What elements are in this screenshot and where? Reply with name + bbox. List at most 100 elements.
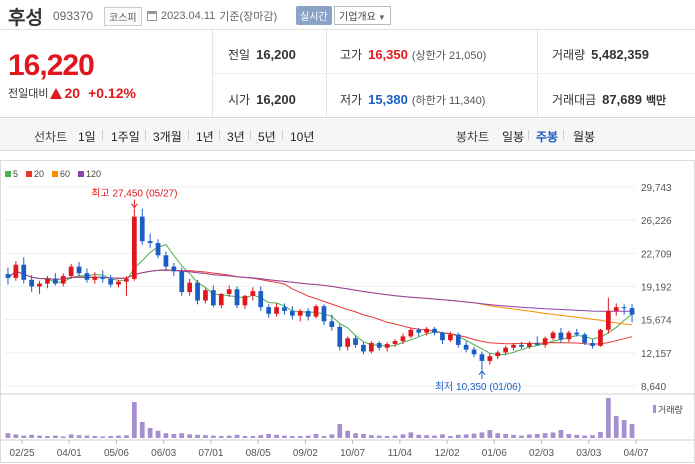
- volume-bar: [171, 434, 177, 438]
- candle-body: [289, 310, 295, 316]
- volume-bar: [526, 434, 532, 438]
- low-annotation: 최저 10,350 (01/06): [435, 381, 521, 393]
- candle-body: [68, 266, 74, 277]
- volume-bar: [203, 435, 208, 438]
- period-3y[interactable]: 3년: [227, 130, 245, 144]
- candle-body: [282, 307, 287, 311]
- volume-bar: [605, 398, 611, 438]
- volume-bar: [376, 435, 382, 438]
- volume-bar: [384, 436, 390, 438]
- volume-bar: [550, 432, 556, 438]
- volume-bar: [68, 434, 74, 438]
- candle-body: [629, 308, 635, 315]
- divider: [537, 30, 538, 118]
- candle-body: [392, 341, 398, 344]
- candle-body: [471, 349, 477, 355]
- volume-bar: [139, 422, 145, 438]
- candle-weekly[interactable]: 주봉: [536, 130, 559, 144]
- period-1w[interactable]: 1주일: [111, 130, 140, 144]
- volume-bar: [131, 402, 137, 438]
- market-badge: 코스피: [104, 7, 142, 26]
- period-1y[interactable]: 1년: [196, 130, 214, 144]
- candle-body: [408, 329, 414, 337]
- volume-bar: [218, 436, 224, 438]
- volume-bar: [321, 436, 327, 438]
- period-3m[interactable]: 3개월: [153, 130, 182, 144]
- volume-bar: [503, 434, 509, 438]
- candle-body: [313, 306, 319, 317]
- candle-body: [621, 307, 627, 309]
- volume-bar: [487, 430, 493, 438]
- candle-body: [234, 289, 240, 306]
- candle-monthly[interactable]: 월봉: [573, 130, 596, 144]
- period-10y[interactable]: 10년: [290, 130, 315, 144]
- separator: [145, 130, 146, 140]
- candle-body: [376, 342, 382, 348]
- legend-ma120: 120: [78, 169, 101, 179]
- volume-bar: [242, 436, 248, 438]
- volume-bar: [534, 434, 540, 438]
- volume-bar: [226, 435, 232, 438]
- candle-body: [511, 344, 516, 348]
- period-5y[interactable]: 5년: [258, 130, 276, 144]
- separator: [250, 130, 251, 140]
- volume-bar: [566, 434, 572, 438]
- volume-bar: [574, 434, 580, 438]
- candle-body: [131, 216, 137, 279]
- x-tick-label: 04/01: [57, 448, 82, 459]
- calendar-icon: [147, 11, 157, 21]
- candle-body: [29, 279, 35, 287]
- candle-body: [250, 291, 256, 296]
- stat-high: 고가 16,350 (상한가 21,050): [340, 47, 487, 62]
- x-tick-label: 04/07: [623, 448, 648, 459]
- volume-bar: [84, 435, 90, 438]
- high-annotation: 최고 27,450 (05/27): [91, 188, 177, 200]
- separator: [219, 130, 220, 140]
- line-chart-label: 선차트: [34, 130, 68, 144]
- volume-bar: [471, 433, 477, 438]
- y-tick-label: 12,157: [641, 349, 672, 360]
- candle-body: [226, 289, 232, 294]
- x-tick-label: 07/01: [198, 448, 223, 459]
- x-tick-label: 11/04: [388, 448, 413, 459]
- candle-body: [416, 329, 422, 333]
- candle-body: [45, 278, 50, 284]
- candle-body: [526, 342, 532, 347]
- stock-name: 후성: [8, 8, 43, 29]
- volume-bar: [455, 434, 461, 438]
- change-label: 전일대비: [8, 88, 49, 100]
- volume-legend-swatch: [653, 405, 656, 413]
- legend-ma20: 20: [26, 169, 44, 179]
- candle-body: [432, 328, 437, 333]
- candle-body: [613, 307, 619, 311]
- volume-bar: [368, 435, 374, 438]
- company-overview-label: 기업개요: [339, 12, 376, 23]
- realtime-button[interactable]: 실시간: [296, 6, 332, 25]
- change-amount: 20: [64, 85, 81, 101]
- company-overview-button[interactable]: 기업개요 ▼: [334, 6, 391, 25]
- ma-legend: 5 20 60 120: [5, 169, 101, 179]
- volume-bar: [37, 435, 42, 438]
- candle-body: [384, 343, 390, 348]
- volume-bar: [463, 434, 469, 438]
- candle-body: [297, 310, 303, 316]
- candle-chart-label: 봉차트: [456, 130, 490, 144]
- candle-daily[interactable]: 일봉: [502, 130, 525, 144]
- period-1d[interactable]: 1일: [78, 130, 96, 144]
- candle-body: [455, 334, 461, 345]
- candle-body: [21, 264, 27, 280]
- candle-body: [147, 241, 153, 244]
- volume-bar: [195, 434, 200, 438]
- volume-bar: [598, 432, 603, 438]
- volume-bar: [29, 434, 35, 438]
- price-panel: 16,220 전일대비 20 +0.12% 전일 16,200 시가 16,200 …: [0, 30, 695, 118]
- candle-body: [163, 255, 169, 267]
- candle-body: [258, 291, 264, 308]
- volume-bar: [116, 435, 121, 438]
- volume-bar: [629, 424, 635, 438]
- candle-body: [274, 307, 279, 314]
- candle-body: [574, 332, 580, 335]
- current-price: 16,220: [8, 49, 95, 82]
- high-arrow-head: [130, 203, 138, 209]
- y-tick-label: 26,226: [641, 216, 672, 227]
